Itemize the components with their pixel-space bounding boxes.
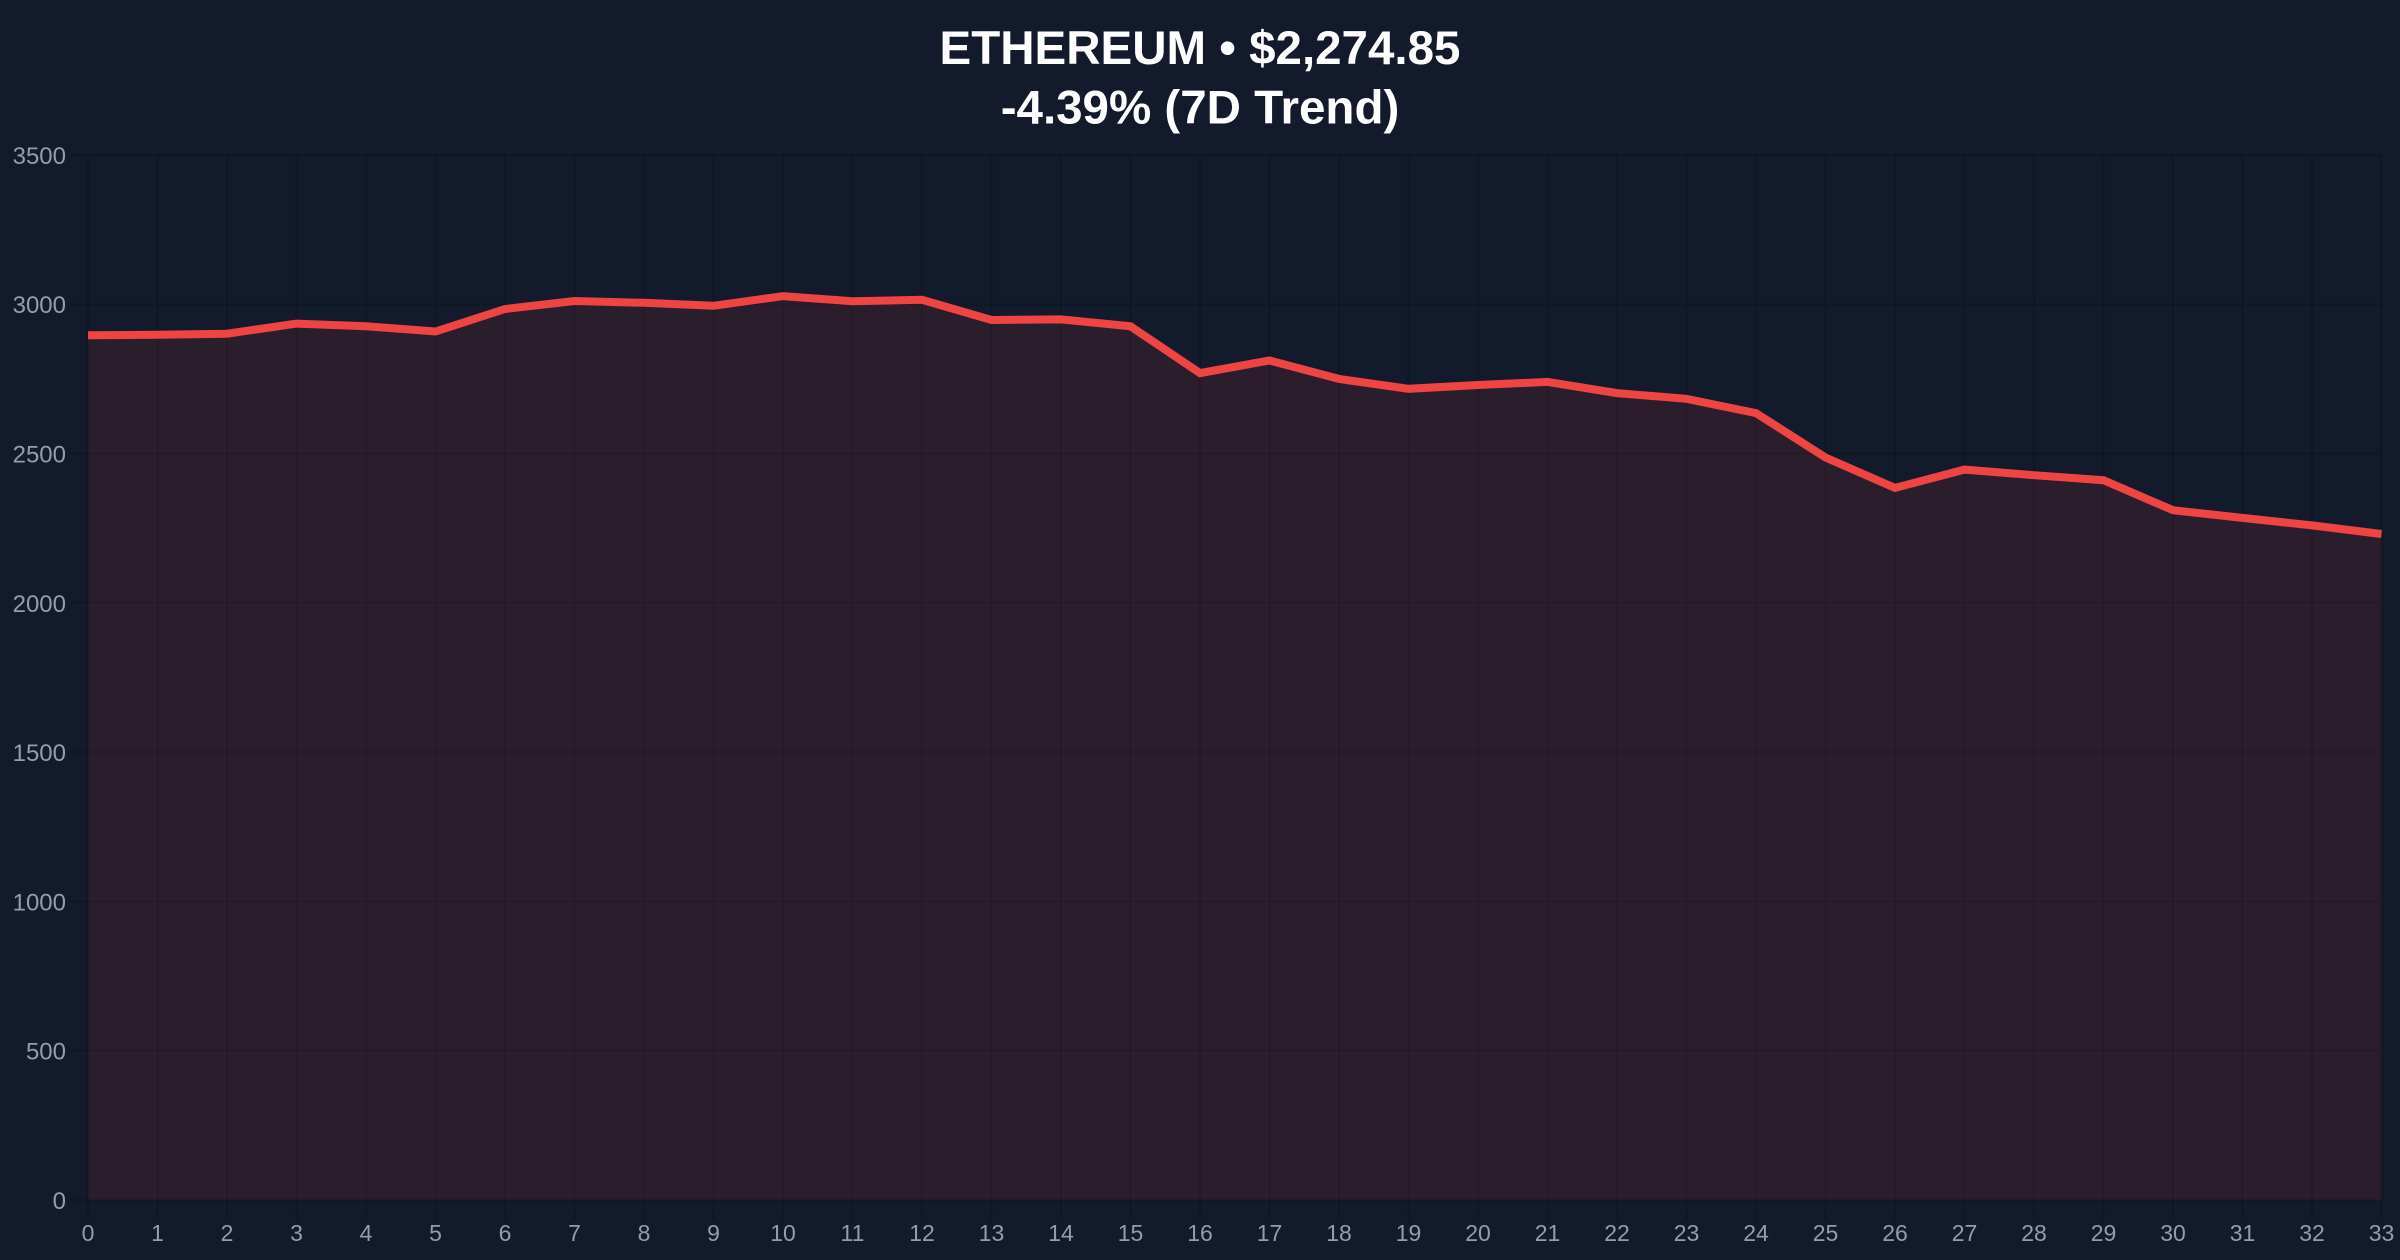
svg-text:32: 32 — [2299, 1220, 2325, 1246]
svg-text:3: 3 — [290, 1220, 303, 1246]
svg-text:4: 4 — [360, 1220, 373, 1246]
svg-text:1000: 1000 — [13, 889, 66, 916]
svg-text:31: 31 — [2230, 1220, 2256, 1246]
svg-text:14: 14 — [1048, 1220, 1074, 1246]
svg-text:-4.39% (7D Trend): -4.39% (7D Trend) — [1001, 81, 1400, 134]
svg-text:12: 12 — [909, 1220, 935, 1246]
svg-text:3000: 3000 — [13, 292, 66, 319]
svg-text:18: 18 — [1326, 1220, 1352, 1246]
svg-text:27: 27 — [1952, 1220, 1978, 1246]
svg-text:2000: 2000 — [13, 591, 66, 618]
svg-text:26: 26 — [1882, 1220, 1908, 1246]
svg-text:10: 10 — [770, 1220, 796, 1246]
svg-text:7: 7 — [568, 1220, 581, 1246]
svg-text:1500: 1500 — [13, 740, 66, 767]
svg-text:13: 13 — [979, 1220, 1005, 1246]
svg-text:23: 23 — [1674, 1220, 1700, 1246]
svg-text:15: 15 — [1118, 1220, 1144, 1246]
svg-text:3500: 3500 — [13, 143, 66, 170]
svg-text:28: 28 — [2021, 1220, 2047, 1246]
svg-text:0: 0 — [53, 1188, 66, 1215]
svg-text:6: 6 — [499, 1220, 512, 1246]
svg-text:0: 0 — [82, 1220, 95, 1246]
svg-text:24: 24 — [1743, 1220, 1769, 1246]
svg-text:25: 25 — [1813, 1220, 1839, 1246]
svg-text:20: 20 — [1465, 1220, 1491, 1246]
svg-text:5: 5 — [429, 1220, 442, 1246]
svg-text:1: 1 — [151, 1220, 164, 1246]
svg-text:2500: 2500 — [13, 442, 66, 469]
svg-text:9: 9 — [707, 1220, 720, 1246]
svg-text:17: 17 — [1257, 1220, 1283, 1246]
svg-text:ETHEREUM • $2,274.85: ETHEREUM • $2,274.85 — [940, 22, 1461, 75]
svg-text:500: 500 — [26, 1039, 66, 1066]
svg-text:8: 8 — [638, 1220, 651, 1246]
svg-text:30: 30 — [2160, 1220, 2186, 1246]
svg-text:33: 33 — [2369, 1220, 2395, 1246]
svg-text:2: 2 — [221, 1220, 234, 1246]
svg-text:29: 29 — [2091, 1220, 2117, 1246]
svg-text:22: 22 — [1604, 1220, 1630, 1246]
svg-text:11: 11 — [841, 1220, 865, 1246]
svg-text:16: 16 — [1187, 1220, 1213, 1246]
svg-text:19: 19 — [1396, 1220, 1422, 1246]
svg-text:21: 21 — [1535, 1220, 1561, 1246]
